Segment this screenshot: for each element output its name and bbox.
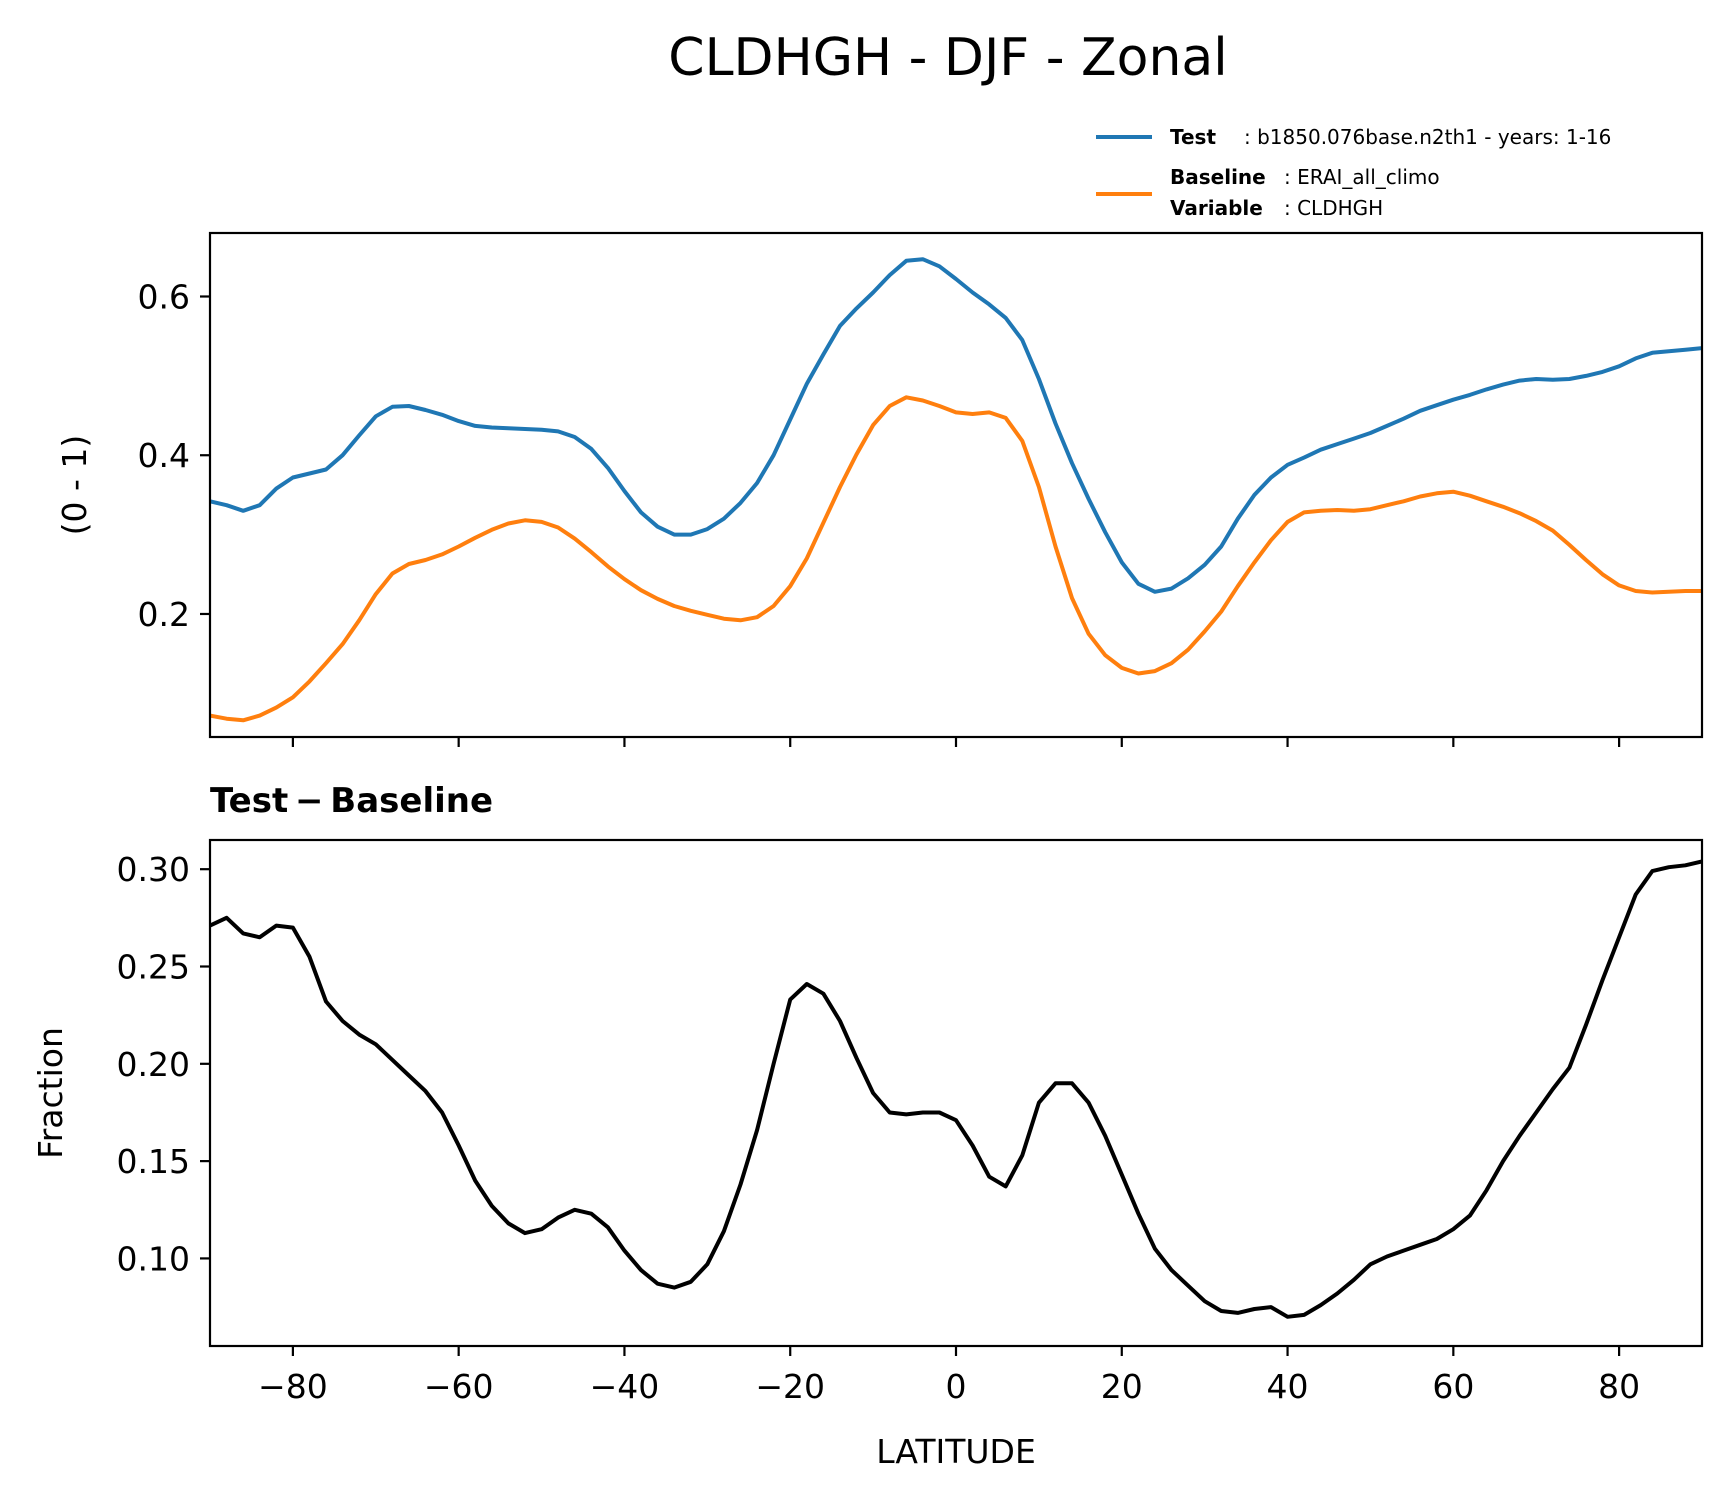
y-tick-label: 0.10 xyxy=(117,1239,190,1278)
legend-baseline-key: Baseline xyxy=(1170,165,1266,189)
difference-series-line xyxy=(210,859,1702,1319)
x-tick-label: 60 xyxy=(1432,1367,1474,1406)
x-tick-label: −80 xyxy=(258,1367,328,1406)
top-panel: (0 - 1) 0.2 0.4 0.6 xyxy=(55,231,1704,747)
x-tick-label: 20 xyxy=(1101,1367,1143,1406)
y-tick-label: 0.15 xyxy=(117,1142,190,1181)
legend-variable-value: : CLDHGH xyxy=(1284,196,1383,220)
test-series-line xyxy=(210,257,1702,594)
legend: Test : b1850.076base.n2th1 - years: 1-16… xyxy=(1096,125,1611,220)
y-tick-label: 0.20 xyxy=(117,1045,190,1084)
x-tick-label: −40 xyxy=(590,1367,660,1406)
plot-frame xyxy=(208,231,1704,739)
bottom-panel-title: Test − Baseline xyxy=(210,781,493,821)
x-tick-label: −60 xyxy=(424,1367,494,1406)
legend-variable-key: Variable xyxy=(1170,196,1263,220)
figure-title: CLDHGH - DJF - Zonal xyxy=(668,28,1227,88)
y-tick-label: 0.4 xyxy=(138,436,190,475)
bottom-panel: Test − Baseline Fraction LATITUDE 0.10 0.… xyxy=(31,781,1704,1471)
x-tick-label: −20 xyxy=(755,1367,825,1406)
y-tick-label: 0.30 xyxy=(117,850,190,889)
y-tick-label: 0.2 xyxy=(138,595,190,634)
legend-baseline-value: : ERAI_all_climo xyxy=(1284,165,1440,189)
y-tick-label: 0.6 xyxy=(138,277,190,316)
x-tick-label: 40 xyxy=(1267,1367,1309,1406)
baseline-series-line xyxy=(210,395,1702,723)
legend-test-value: : b1850.076base.n2th1 - years: 1-16 xyxy=(1244,125,1611,149)
plot-frame xyxy=(208,838,1704,1348)
legend-test-key: Test xyxy=(1170,125,1216,149)
bottom-panel-xlabel: LATITUDE xyxy=(876,1432,1036,1471)
x-tick-label: 0 xyxy=(946,1367,967,1406)
bottom-panel-ylabel: Fraction xyxy=(31,1027,70,1159)
y-tick-label: 0.25 xyxy=(117,948,190,987)
x-tick-label: 80 xyxy=(1598,1367,1640,1406)
top-panel-ylabel: (0 - 1) xyxy=(55,435,94,536)
